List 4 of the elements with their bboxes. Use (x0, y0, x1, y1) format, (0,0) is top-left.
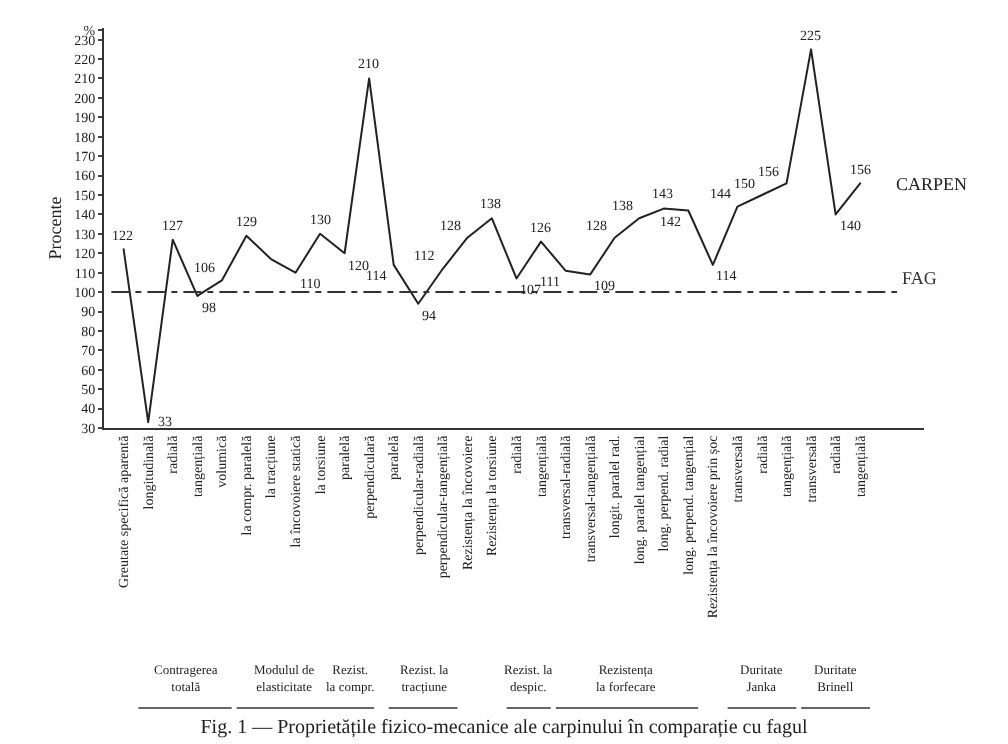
y-axis-title: Procente (44, 196, 65, 260)
text: Fig. 1 — Proprietățile fizico-mecanice ale carpinului în comparație cu fagul (200, 716, 808, 739)
series-label: CARPEN (896, 174, 969, 194)
ref-line-label: FAG (902, 268, 938, 288)
